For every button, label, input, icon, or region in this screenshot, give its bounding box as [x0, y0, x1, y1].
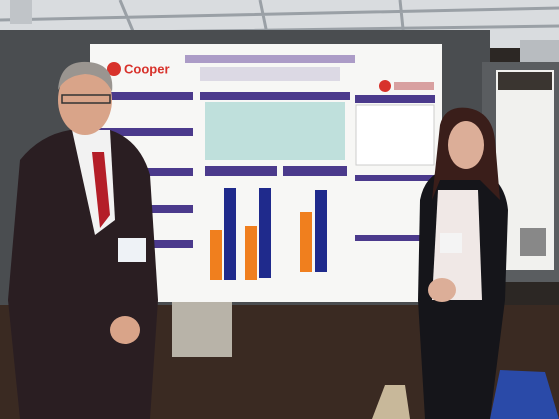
section-header	[98, 128, 193, 136]
section-header	[200, 92, 350, 100]
section-header	[98, 92, 193, 100]
section-header	[355, 175, 435, 181]
bar	[224, 188, 236, 280]
school-logo	[379, 80, 391, 92]
man-suit	[8, 130, 158, 419]
bar	[245, 226, 257, 280]
bar	[300, 212, 312, 272]
bar	[259, 188, 271, 278]
bar	[315, 190, 327, 272]
logo-mark	[107, 62, 121, 76]
woman-hands	[428, 278, 456, 302]
pillar	[10, 0, 32, 24]
woman-badge	[440, 233, 462, 253]
logo-text: Cooper	[124, 61, 170, 76]
man-face	[58, 65, 112, 135]
poster-right-header	[498, 72, 552, 90]
line-chart	[355, 104, 435, 166]
woman-face	[448, 121, 484, 169]
data-table	[205, 102, 345, 160]
poster-authors	[200, 67, 340, 81]
person-legs	[172, 302, 232, 357]
man-tie	[92, 152, 110, 228]
school-name	[394, 82, 434, 90]
poster-title	[185, 55, 355, 63]
man-hand	[110, 316, 140, 344]
man-glasses	[61, 94, 111, 104]
section-header	[355, 95, 435, 103]
bar	[210, 230, 222, 280]
man-hair	[58, 61, 113, 92]
backpack	[490, 370, 559, 419]
qr-code	[520, 228, 546, 256]
chart-header	[283, 166, 347, 176]
chart-header	[205, 166, 277, 176]
bag	[372, 385, 410, 419]
man-badge	[118, 238, 146, 262]
section-header	[355, 235, 435, 241]
